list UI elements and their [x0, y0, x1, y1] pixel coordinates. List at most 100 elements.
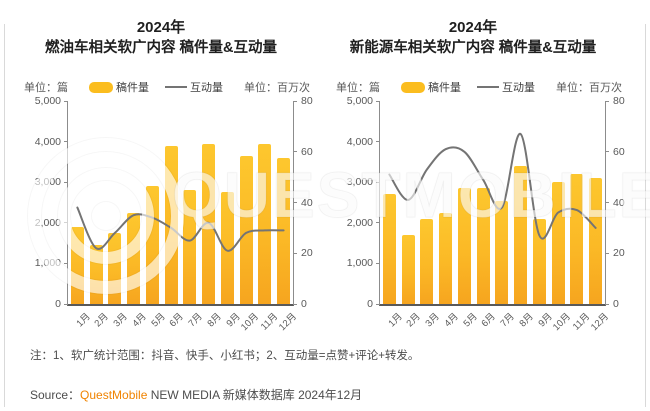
x-axis-label: 3月: [111, 311, 130, 330]
y-axis-right-tick-label: 0: [613, 298, 619, 310]
bar-1月: [382, 194, 396, 304]
chart-title-year: 2024年: [136, 19, 186, 36]
bar-3月: [420, 218, 434, 304]
trend-line-chart: [388, 132, 597, 240]
y-axis-left-tick-label: 3,000: [34, 176, 61, 189]
x-axis-label: 6月: [479, 311, 499, 330]
y-axis-right-tick-mark: [605, 151, 609, 153]
y-axis-left-tick-label: 0: [55, 298, 61, 310]
y-axis-right-tick-mark: [605, 303, 609, 305]
y-axis-right-tick-mark: [293, 252, 297, 254]
y-axis-right-tick-mark: [605, 202, 609, 203]
chart-fuel-vehicles: 2024年 燃油车相关软广内容 稿件量&互动量 单位：篇 稿件量 互动量 单位：…: [10, 0, 313, 340]
legend-item-bars: 稿件量: [401, 79, 461, 95]
y-axis-left-tick-mark: [376, 141, 380, 143]
legend-line-label: 互动量: [190, 82, 223, 94]
bar-11月: [258, 143, 272, 304]
legend-line-label: 互动量: [502, 82, 535, 94]
y-axis-right-tick-mark: [293, 202, 297, 203]
y-axis-left-tick-label: 4,000: [346, 135, 373, 148]
y-axis-left-tick-label: 1,000: [34, 257, 61, 270]
right-edge-line: [645, 24, 646, 407]
legend-row: 单位：篇 稿件量 互动量 单位：百万次: [24, 79, 310, 95]
y-axis-left-tick-mark: [64, 100, 68, 102]
bar-9月: [532, 218, 546, 304]
y-axis-right-tick-mark: [293, 303, 297, 305]
chart-title-main: 燃油车相关软广内容 稿件量&互动量: [45, 40, 277, 56]
bar-swatch-icon: [89, 81, 113, 93]
x-axis-label: 8月: [205, 311, 224, 330]
bar-5月: [457, 188, 471, 304]
line-swatch-icon: [165, 86, 187, 88]
x-axis-label: 12月: [276, 311, 299, 334]
legend-row: 单位：篇 稿件量 互动量 单位：百万次: [336, 79, 622, 95]
y-axis-left-tick-label: 2,000: [346, 216, 373, 229]
unit-left-label: 单位：篇: [24, 82, 68, 94]
chart-new-energy-vehicles: 2024年 新能源车相关软广内容 稿件量&互动量 单位：篇 稿件量 互动量 单位…: [322, 0, 625, 340]
y-axis-left-tick-label: 3,000: [346, 176, 373, 189]
source-line: Source：QuestMobile NEW MEDIA 新媒体数据库 2024…: [30, 386, 362, 403]
bar-9月: [220, 192, 234, 304]
y-axis-right-tick-label: 20: [301, 247, 313, 260]
bar-10月: [551, 182, 565, 304]
x-axis-label: 8月: [517, 311, 536, 330]
y-axis-left-tick-label: 1,000: [346, 257, 373, 270]
unit-left-label: 单位：篇: [336, 82, 380, 94]
trend-line: [388, 132, 597, 240]
y-axis-left-tick-label: 5,000: [34, 95, 61, 107]
x-axis-label: 7月: [498, 311, 517, 330]
y-axis-left-tick-mark: [376, 222, 380, 224]
plot-area: 0 1,000 2,000 3,000 4,000 5,000 0 20 40 60 80 1月 2月 3…: [347, 95, 625, 333]
y-axis-left-tick-label: 2,000: [34, 216, 61, 229]
trend-line-chart: [76, 206, 285, 252]
y-axis-right-tick-label: 80: [301, 95, 313, 107]
y-axis-left-tick-mark: [376, 262, 380, 264]
bar-11月: [570, 174, 584, 304]
x-axis-label: 2月: [92, 311, 112, 330]
y-axis-right-tick-label: 60: [613, 145, 625, 158]
y-axis-left-tick-label: 5,000: [346, 95, 373, 107]
bar-7月: [495, 200, 509, 304]
chart-title-main: 新能源车相关软广内容 稿件量&互动量: [349, 40, 597, 56]
legend-item-bars: 稿件量: [89, 79, 149, 95]
bar-6月: [476, 188, 490, 304]
x-axis-label: 4月: [130, 311, 149, 330]
unit-right-label: 单位：百万次: [556, 82, 622, 94]
legend-items: 稿件量 互动量: [89, 79, 223, 95]
bar-swatch-icon: [401, 81, 425, 93]
x-axis-label: 4月: [442, 311, 461, 330]
x-axis-label: 6月: [167, 311, 187, 330]
y-axis-right-tick-label: 60: [301, 145, 313, 158]
y-axis-right-tick-mark: [293, 100, 297, 102]
y-axis-right-tick-label: 20: [613, 247, 625, 260]
bar-12月: [589, 178, 603, 304]
y-axis-left-tick-mark: [376, 303, 380, 305]
y-axis-left-tick-label: 4,000: [34, 135, 61, 148]
legend-item-line: 互动量: [165, 79, 223, 95]
y-axis-right-tick-mark: [605, 100, 609, 102]
bar-2月: [401, 235, 415, 304]
source-brand: QuestMobile: [80, 388, 148, 402]
bar-7月: [183, 190, 197, 304]
y-axis-left-tick-mark: [376, 181, 380, 183]
legend-item-line: 互动量: [477, 79, 535, 95]
x-axis-label: 7月: [186, 311, 205, 330]
y-axis-right-tick-label: 80: [613, 95, 625, 107]
footnote-text: 注：1、软广统计范围：抖音、快手、小红书；2、互动量=点赞+评论+转发。: [30, 350, 420, 362]
y-axis-left-tick-mark: [376, 100, 380, 102]
plot-area: 0 1,000 2,000 3,000 4,000 5,000 0 20 40 60 80 1月 2月 3…: [35, 95, 313, 333]
trend-line: [76, 206, 285, 252]
y-axis-left-tick-label: 0: [367, 298, 373, 310]
chart-title-year: 2024年: [448, 19, 498, 36]
line-swatch-icon: [477, 86, 499, 88]
y-axis-right-tick-label: 40: [301, 196, 313, 209]
y-axis-right-tick-mark: [605, 252, 609, 254]
x-axis-label: 3月: [423, 311, 442, 330]
legend-items: 稿件量 互动量: [401, 79, 535, 95]
y-axis-right-tick-label: 40: [613, 196, 625, 209]
legend-bars-label: 稿件量: [116, 82, 149, 94]
legend-bars-label: 稿件量: [428, 82, 461, 94]
x-axis-label: 12月: [588, 311, 611, 334]
y-axis-right-tick-label: 0: [301, 298, 307, 310]
